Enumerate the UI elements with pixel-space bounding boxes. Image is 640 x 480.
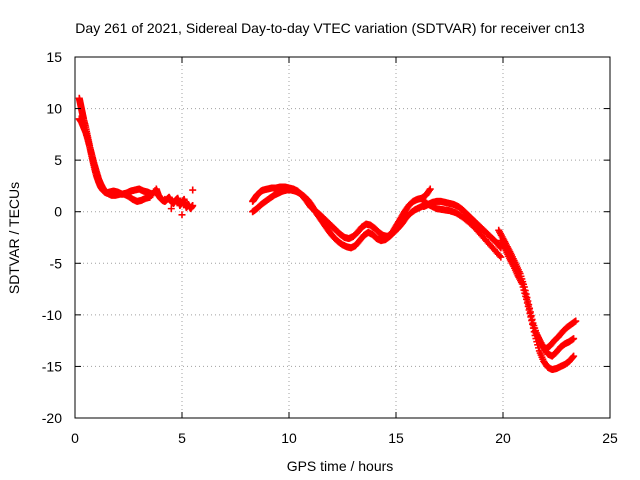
data-point [570, 352, 578, 360]
x-tick-label: 5 [178, 430, 186, 446]
data-point-fill [496, 252, 504, 260]
data-point [167, 205, 175, 213]
data-point-fill [524, 302, 532, 310]
x-tick-label: 0 [71, 430, 79, 446]
x-tick-label: 15 [388, 430, 404, 446]
data-point [426, 185, 434, 193]
data-point [178, 211, 186, 219]
y-tick-label: -15 [42, 358, 62, 374]
y-tick-label: 0 [54, 204, 62, 220]
x-tick-label: 25 [602, 430, 618, 446]
data-point [497, 253, 505, 261]
y-tick-label: 5 [54, 152, 62, 168]
chart-title: Day 261 of 2021, Sidereal Day-to-day VTE… [75, 20, 585, 36]
data-point [523, 295, 531, 303]
x-tick-label: 20 [495, 430, 511, 446]
data-point-fill [529, 320, 537, 328]
data-series-sdtvar [75, 94, 580, 374]
data-point-fill [526, 309, 534, 317]
data-point [570, 335, 578, 343]
data-point-fill [569, 353, 577, 361]
y-tick-labels: 15 10 5 0 -5 -10 -15 -20 [42, 49, 62, 426]
data-point [189, 202, 197, 210]
axis-ticks [74, 56, 611, 419]
data-point-fill [528, 317, 536, 325]
data-point [161, 195, 169, 203]
data-point [572, 317, 580, 325]
data-point-fill [525, 306, 533, 314]
y-tick-label: -5 [50, 255, 63, 271]
data-point-fill [425, 186, 433, 194]
y-tick-label: -20 [42, 410, 62, 426]
y-axis-label: SDTVAR / TECUs [6, 182, 22, 294]
x-tick-labels: 0 5 10 15 20 25 [71, 430, 618, 446]
plot-frame [74, 56, 611, 419]
y-tick-label: 10 [46, 101, 62, 117]
y-tick-label: -10 [42, 307, 62, 323]
x-tick-label: 10 [281, 430, 297, 446]
y-tick-label: 15 [46, 49, 62, 65]
data-point-fill [523, 299, 531, 307]
data-point [527, 313, 535, 321]
x-axis-label: GPS time / hours [287, 458, 394, 474]
data-point [189, 186, 197, 194]
